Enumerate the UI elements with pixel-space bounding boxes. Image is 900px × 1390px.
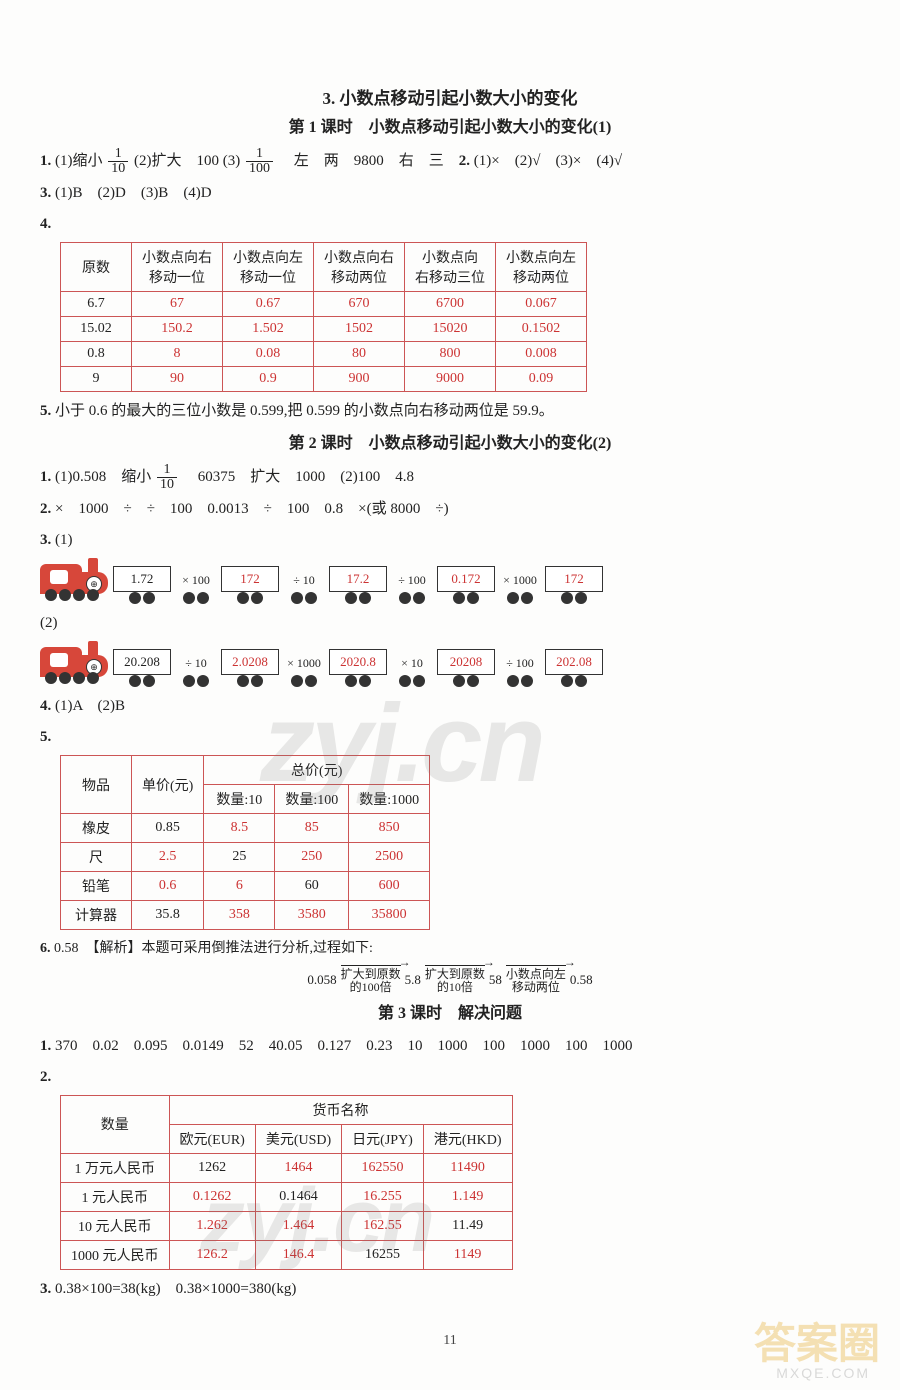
section-title: 3. 小数点移动引起小数大小的变化 [40, 84, 860, 109]
train-1: ⊕1.72× 100172÷ 1017.2÷ 1000.172× 1000172 [40, 558, 860, 604]
l2-q1: 1. (1)0.508 缩小 110 60375 扩大 1000 (2)100 … [40, 463, 860, 492]
l1-q4-table: 原数小数点向右移动一位小数点向左移动一位小数点向右移动两位小数点向右移动三位小数… [60, 242, 587, 392]
l2-q5-table: 物品单价(元)总价(元)数量:10数量:100数量:1000橡皮0.858.58… [60, 755, 430, 930]
watermark-4: MXQE.COM [776, 1365, 870, 1381]
l1-q3: 3. (1)B (2)D (3)B (4)D [40, 180, 860, 207]
l2-q3-label: 3. (1) [40, 527, 860, 554]
train-2: ⊕20.208÷ 102.0208× 10002020.8× 1020208÷ … [40, 641, 860, 687]
l1-q5: 5. 小于 0.6 的最大的三位小数是 0.599,把 0.599 的小数点向右… [40, 398, 860, 425]
l2-q5-label: 5. [40, 724, 860, 751]
page-number: 11 [40, 1333, 860, 1349]
l2-q2: 2. × 1000 ÷ ÷ 100 0.0013 ÷ 100 0.8 ×(或 8… [40, 496, 860, 523]
l2-q4: 4. (1)A (2)B [40, 693, 860, 720]
l3-q1: 1. 370 0.02 0.095 0.0149 52 40.05 0.127 … [40, 1033, 860, 1060]
l1-q4: 4. [40, 211, 860, 238]
l2-q6: 6. 0.58 【解析】本题可采用倒推法进行分析,过程如下: [40, 936, 860, 961]
lesson3-title: 第 3 课时 解决问题 [40, 999, 860, 1023]
l3-q3: 3. 0.38×100=38(kg) 0.38×1000=380(kg) [40, 1276, 860, 1303]
l3-q2-label: 2. [40, 1064, 860, 1091]
l2-q3-label2: (2) [40, 610, 860, 637]
l1-q1: 1. (1)缩小 110 (2)扩大 100 (3) 1100 左 两 9800… [40, 147, 860, 176]
l2-q6-chain: 0.058扩大到原数的100倍5.8扩大到原数的10倍58小数点向左移动两位0.… [40, 965, 860, 994]
lesson1-title: 第 1 课时 小数点移动引起小数大小的变化(1) [40, 113, 860, 137]
lesson2-title: 第 2 课时 小数点移动引起小数大小的变化(2) [40, 429, 860, 453]
l3-q2-table: 数量货币名称欧元(EUR)美元(USD)日元(JPY)港元(HKD)1 万元人民… [60, 1095, 513, 1270]
